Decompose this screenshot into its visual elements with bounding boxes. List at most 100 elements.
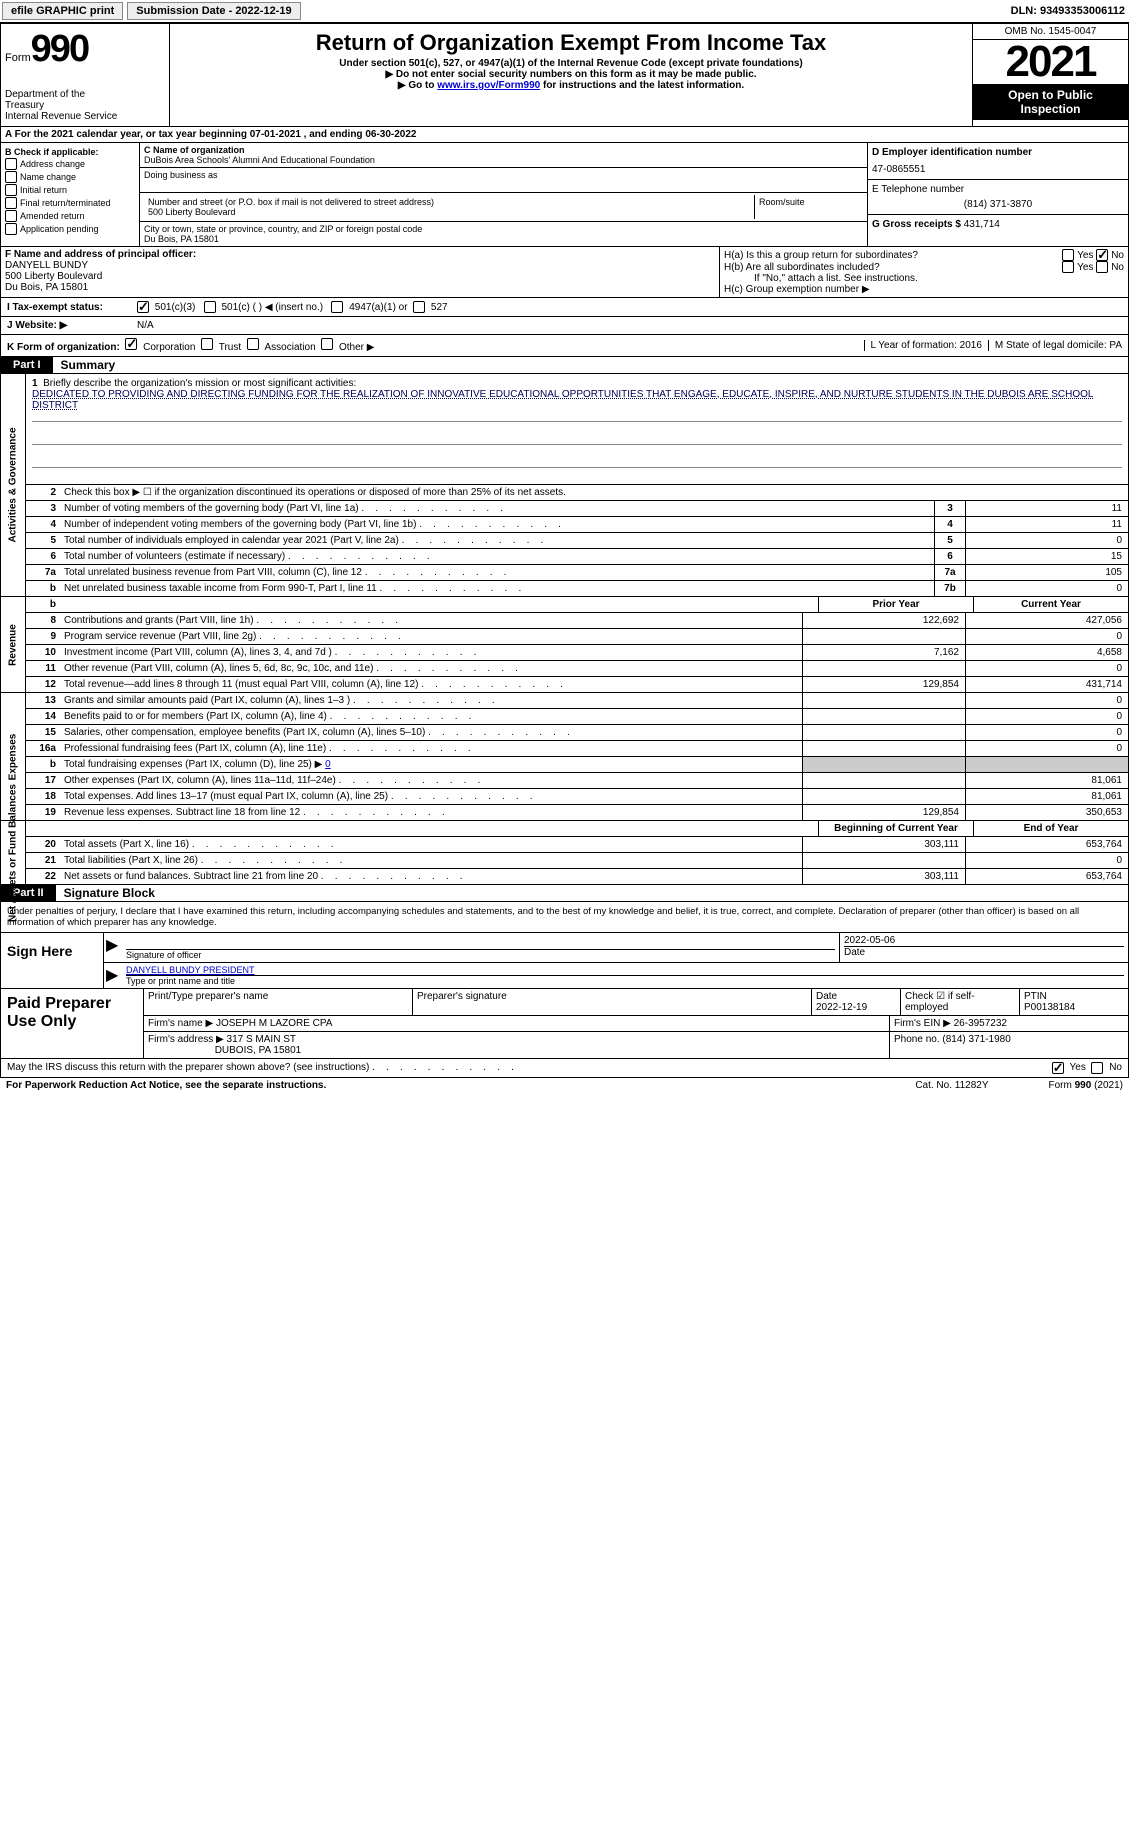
line-box: 6 <box>934 549 965 564</box>
street-address: 500 Liberty Boulevard <box>148 207 750 217</box>
subtitle: Under section 501(c), 527, or 4947(a)(1)… <box>174 58 968 69</box>
check-amended[interactable] <box>5 210 17 222</box>
mission-text: DEDICATED TO PROVIDING AND DIRECTING FUN… <box>32 389 1093 411</box>
section-f-h: F Name and address of principal officer:… <box>0 247 1129 298</box>
check-association[interactable] <box>247 338 259 350</box>
current-year-value: 0 <box>965 853 1128 868</box>
expenses-section: Expenses 13 Grants and similar amounts p… <box>0 693 1129 821</box>
line-label: Contributions and grants (Part VIII, lin… <box>60 613 802 628</box>
line-value: 105 <box>965 565 1128 580</box>
ha-yes-check[interactable] <box>1062 249 1074 261</box>
line-label: Number of independent voting members of … <box>60 517 934 532</box>
efile-print-button[interactable]: efile GRAPHIC print <box>2 2 123 20</box>
summary-line: 11 Other revenue (Part VIII, column (A),… <box>26 661 1128 677</box>
current-year-value: 350,653 <box>965 805 1128 820</box>
hb-note: If "No," attach a list. See instructions… <box>724 273 1124 284</box>
line-label: Benefits paid to or for members (Part IX… <box>60 709 802 724</box>
check-corporation[interactable] <box>125 338 137 350</box>
row-k-l-m: K Form of organization: Corporation Trus… <box>0 335 1129 357</box>
prior-year-value <box>802 725 965 740</box>
prior-year-value: 303,111 <box>802 837 965 852</box>
line-label: Total number of individuals employed in … <box>60 533 934 548</box>
line-2-discontinued: Check this box ▶ ☐ if the organization d… <box>60 485 1128 500</box>
irs-link[interactable]: www.irs.gov/Form990 <box>437 80 540 91</box>
line-label: Investment income (Part VIII, column (A)… <box>60 645 802 660</box>
line-label: Total liabilities (Part X, line 26) <box>60 853 802 868</box>
hdr-end-year: End of Year <box>973 821 1128 836</box>
line-label: Number of voting members of the governin… <box>60 501 934 516</box>
current-year-value: 0 <box>965 725 1128 740</box>
prior-year-value: 129,854 <box>802 805 965 820</box>
print-name-label: Type or print name and title <box>126 975 1124 986</box>
line-box: 5 <box>934 533 965 548</box>
check-4947[interactable] <box>331 301 343 313</box>
line-label: Total revenue—add lines 8 through 11 (mu… <box>60 677 802 692</box>
hdr-beginning-year: Beginning of Current Year <box>818 821 973 836</box>
line-label: Other expenses (Part IX, column (A), lin… <box>60 773 802 788</box>
summary-line: b Net unrelated business taxable income … <box>26 581 1128 596</box>
l-year-formation: L Year of formation: 2016 <box>864 340 982 351</box>
check-address-change[interactable] <box>5 158 17 170</box>
line-label: Program service revenue (Part VIII, line… <box>60 629 802 644</box>
line-value: 11 <box>965 517 1128 532</box>
firm-ein-label: Firm's EIN ▶ <box>894 1018 951 1029</box>
line-label: Total number of volunteers (estimate if … <box>60 549 934 564</box>
g-gross-label: G Gross receipts $ <box>872 219 961 230</box>
dept-label: Department of theTreasuryInternal Revenu… <box>5 89 165 122</box>
check-app-pending[interactable] <box>5 223 17 235</box>
section-b-thru-g: B Check if applicable: Address change Na… <box>0 143 1129 247</box>
open-to-public: Open to Public Inspection <box>973 84 1128 120</box>
hdr-current-year: Current Year <box>973 597 1128 612</box>
room-suite-label: Room/suite <box>755 195 863 219</box>
discuss-no-check[interactable] <box>1091 1062 1103 1074</box>
check-initial-return[interactable] <box>5 184 17 196</box>
submission-date-label[interactable]: Submission Date - 2022-12-19 <box>127 2 300 20</box>
revenue-section: Revenue b Prior Year Current Year 8 Cont… <box>0 597 1129 693</box>
sign-here-label: Sign Here <box>1 933 104 988</box>
ha-no-check[interactable] <box>1096 249 1108 261</box>
summary-line: 16a Professional fundraising fees (Part … <box>26 741 1128 757</box>
sig-arrow-icon: ▶ <box>104 933 122 962</box>
hdr-prior-year: Prior Year <box>818 597 973 612</box>
check-final-return[interactable] <box>5 197 17 209</box>
prior-year-value: 7,162 <box>802 645 965 660</box>
current-year-value: 81,061 <box>965 789 1128 804</box>
line-label: Total expenses. Add lines 13–17 (must eq… <box>60 789 802 804</box>
line-label: Revenue less expenses. Subtract line 18 … <box>60 805 802 820</box>
ha-label: H(a) Is this a group return for subordin… <box>724 250 1062 261</box>
sidelabel-revenue: Revenue <box>8 624 19 666</box>
summary-line: 21 Total liabilities (Part X, line 26) 0 <box>26 853 1128 869</box>
check-name-change[interactable] <box>5 171 17 183</box>
firm-ein-value: 26-3957232 <box>954 1018 1007 1029</box>
summary-line: 22 Net assets or fund balances. Subtract… <box>26 869 1128 884</box>
line-label: Net assets or fund balances. Subtract li… <box>60 869 802 884</box>
prior-year-value <box>802 629 965 644</box>
current-year-value: 427,056 <box>965 613 1128 628</box>
line-box: 4 <box>934 517 965 532</box>
line-label: Net unrelated business taxable income fr… <box>60 581 934 596</box>
current-year-value: 0 <box>965 629 1128 644</box>
check-other[interactable] <box>321 338 333 350</box>
line-label: Total unrelated business revenue from Pa… <box>60 565 934 580</box>
current-year-value: 0 <box>965 661 1128 676</box>
prior-year-value <box>802 853 965 868</box>
check-trust[interactable] <box>201 338 213 350</box>
prep-sig-label: Preparer's signature <box>417 991 507 1002</box>
current-year-value: 81,061 <box>965 773 1128 788</box>
hb-label: H(b) Are all subordinates included? <box>724 262 1062 273</box>
check-527[interactable] <box>413 301 425 313</box>
sig-date-label: Date <box>844 946 1124 958</box>
sig-officer-label: Signature of officer <box>126 949 835 960</box>
firm-name-label: Firm's name ▶ <box>148 1018 213 1029</box>
discuss-yes-check[interactable] <box>1052 1062 1064 1074</box>
summary-line: 6 Total number of volunteers (estimate i… <box>26 549 1128 565</box>
sign-here-block: Sign Here ▶ Signature of officer 2022-05… <box>0 933 1129 989</box>
ptin-value: P00138184 <box>1024 1002 1075 1013</box>
hb-yes-check[interactable] <box>1062 261 1074 273</box>
line-label: Total fundraising expenses (Part IX, col… <box>60 757 802 772</box>
summary-line: 3 Number of voting members of the govern… <box>26 501 1128 517</box>
check-501c[interactable] <box>204 301 216 313</box>
activities-governance-section: Activities & Governance 1 Briefly descri… <box>0 374 1129 597</box>
phone-value: (814) 371-3870 <box>872 195 1124 210</box>
check-501c3[interactable] <box>137 301 149 313</box>
